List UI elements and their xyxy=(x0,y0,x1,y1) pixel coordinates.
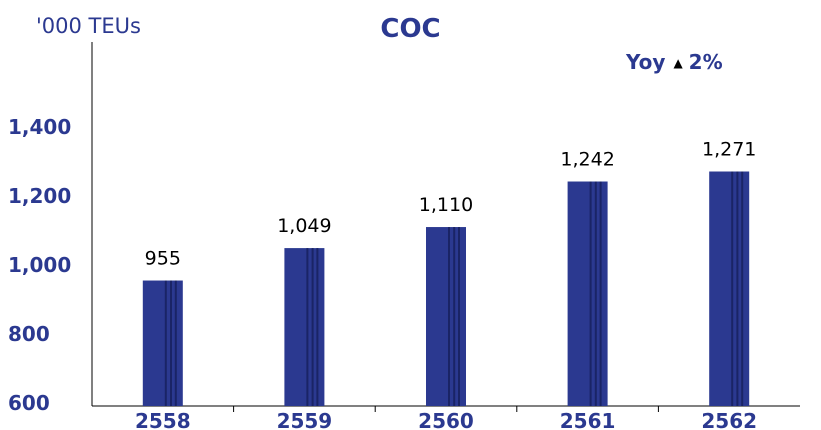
y-axis-unit-label: '000 TEUs xyxy=(36,14,141,38)
bar-shade-stripe xyxy=(453,227,456,406)
bar-shade-stripe xyxy=(316,248,319,406)
bar-shade-stripe xyxy=(731,171,734,406)
bar-shade-stripe xyxy=(164,280,167,406)
bar-shade-stripe xyxy=(174,280,177,406)
x-tick-label: 2559 xyxy=(277,409,333,430)
x-tick-label: 2561 xyxy=(560,409,616,430)
bar-data-label: 1,049 xyxy=(277,215,331,237)
x-tick-label: 2558 xyxy=(135,409,191,430)
bar-data-label: 1,271 xyxy=(702,139,756,161)
bar-shade-stripe xyxy=(736,171,739,406)
bar-shade-stripe xyxy=(458,227,460,406)
x-tick-label: 2562 xyxy=(701,409,757,430)
y-tick-label: 800 xyxy=(8,322,50,346)
yoy-annotation: Yoy ▲ 2% xyxy=(626,50,723,74)
bar-shade-stripe xyxy=(170,280,172,406)
y-tick-label: 600 xyxy=(8,391,50,415)
y-tick-label: 1,200 xyxy=(8,184,71,208)
bar-shade-stripe xyxy=(599,181,602,406)
x-tick-label: 2560 xyxy=(418,409,474,430)
bar-data-label: 955 xyxy=(145,248,181,270)
bar-data-label: 1,110 xyxy=(419,194,473,216)
bar-shade-stripe xyxy=(311,248,314,406)
bar-shade-stripe xyxy=(306,248,309,406)
bar-shade-stripe xyxy=(448,227,450,406)
bar-shade-stripe xyxy=(589,181,592,406)
bar-shade-stripe xyxy=(594,181,597,406)
y-tick-label: 1,000 xyxy=(8,253,71,277)
y-tick-label: 1,400 xyxy=(8,115,71,139)
yoy-value: 2% xyxy=(688,50,723,74)
chart-title: COC xyxy=(380,14,441,44)
yoy-label: Yoy xyxy=(626,50,666,74)
bar-data-label: 1,242 xyxy=(560,149,614,171)
triangle-up-icon: ▲ xyxy=(673,56,683,70)
bar-shade-stripe xyxy=(741,171,744,406)
